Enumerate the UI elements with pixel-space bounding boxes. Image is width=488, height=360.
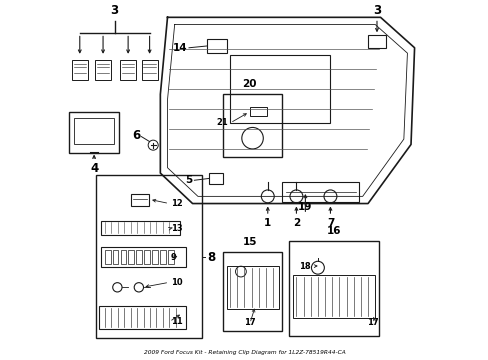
Bar bbox=[292, 275, 374, 318]
Text: 11: 11 bbox=[171, 317, 183, 326]
Text: 20: 20 bbox=[242, 79, 257, 89]
Bar bbox=[167, 250, 173, 264]
Text: 5: 5 bbox=[185, 175, 192, 185]
Bar bbox=[226, 266, 278, 309]
Bar bbox=[72, 60, 88, 80]
Text: 16: 16 bbox=[326, 226, 341, 236]
Text: 17: 17 bbox=[366, 318, 378, 327]
Bar bbox=[121, 250, 126, 264]
Bar bbox=[141, 60, 157, 80]
Text: 6: 6 bbox=[132, 129, 141, 142]
Bar bbox=[223, 94, 282, 157]
Bar bbox=[113, 250, 118, 264]
Bar bbox=[152, 250, 158, 264]
Text: 12: 12 bbox=[171, 199, 183, 208]
Text: 13: 13 bbox=[171, 224, 183, 233]
Text: 17: 17 bbox=[244, 318, 255, 327]
Bar bbox=[367, 35, 385, 48]
Text: 2: 2 bbox=[292, 218, 300, 228]
Bar bbox=[74, 118, 114, 144]
Text: 1: 1 bbox=[264, 218, 271, 228]
Text: 21: 21 bbox=[216, 118, 228, 127]
Bar bbox=[208, 173, 223, 184]
Text: 19: 19 bbox=[298, 202, 312, 212]
Text: 3: 3 bbox=[372, 4, 380, 17]
Bar bbox=[206, 39, 226, 53]
Text: 14: 14 bbox=[172, 43, 187, 53]
Text: 3: 3 bbox=[110, 4, 119, 17]
Bar bbox=[128, 250, 134, 264]
Bar bbox=[144, 250, 150, 264]
Bar bbox=[289, 241, 378, 336]
Bar bbox=[101, 247, 185, 267]
Bar bbox=[131, 194, 149, 207]
Bar bbox=[69, 112, 119, 153]
Bar bbox=[160, 250, 165, 264]
Bar bbox=[96, 175, 201, 338]
Text: 2009 Ford Focus Kit - Retaining Clip Diagram for 1L2Z-78519R44-CA: 2009 Ford Focus Kit - Retaining Clip Dia… bbox=[143, 350, 345, 355]
Text: 7: 7 bbox=[326, 218, 333, 228]
Bar bbox=[230, 55, 330, 123]
Bar bbox=[249, 107, 267, 116]
Bar bbox=[101, 221, 180, 235]
Bar bbox=[136, 250, 142, 264]
Bar bbox=[95, 60, 111, 80]
Bar bbox=[99, 306, 186, 329]
Text: 18: 18 bbox=[299, 262, 310, 271]
Bar bbox=[120, 60, 136, 80]
Bar bbox=[223, 252, 282, 330]
Text: 9: 9 bbox=[171, 253, 177, 262]
Text: 4: 4 bbox=[90, 162, 98, 175]
Bar bbox=[104, 250, 110, 264]
Text: 15: 15 bbox=[242, 237, 257, 247]
Text: 10: 10 bbox=[171, 278, 183, 287]
Text: 8: 8 bbox=[206, 251, 215, 264]
Bar bbox=[282, 182, 358, 202]
